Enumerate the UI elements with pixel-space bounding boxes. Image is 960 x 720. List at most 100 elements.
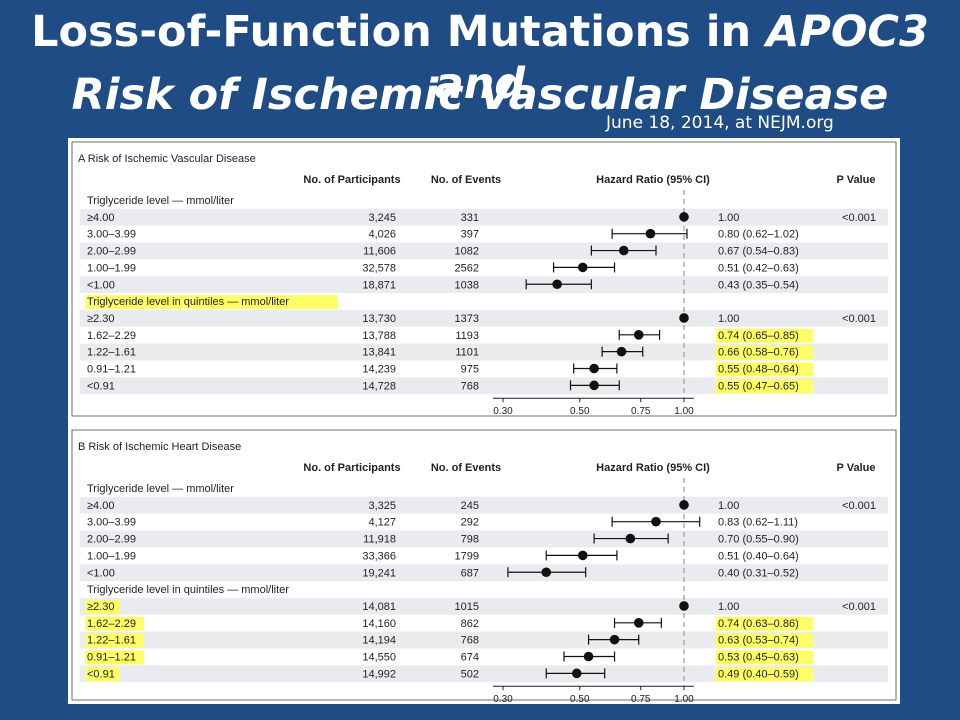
- row-events: 331: [461, 212, 479, 224]
- col-header-p-value: P Value: [837, 174, 876, 186]
- row-events: 292: [461, 517, 479, 529]
- row-participants: 14,160: [362, 618, 396, 630]
- point-estimate: [609, 634, 620, 645]
- row-stripe: [80, 276, 888, 294]
- row-hazard-ratio: 0.55 (0.48–0.64): [718, 364, 799, 376]
- row-hazard-ratio: 0.67 (0.54–0.83): [718, 246, 799, 258]
- x-tick-label: 1.00: [674, 694, 694, 705]
- point-estimate: [651, 516, 661, 527]
- row-stripe: [80, 242, 888, 260]
- row-category: 1.00–1.99: [87, 262, 136, 274]
- group-label: Triglyceride level in quintiles — mmol/l…: [87, 584, 289, 596]
- row-events: 1082: [455, 246, 479, 258]
- row-participants: 14,550: [362, 652, 396, 664]
- row-hazard-ratio: 1.00: [718, 500, 739, 512]
- row-hazard-ratio: 0.83 (0.62–1.11): [718, 517, 798, 529]
- row-category: 0.91–1.21: [87, 652, 136, 664]
- row-participants: 14,081: [362, 601, 396, 613]
- x-tick-label: 0.30: [493, 694, 513, 705]
- row-events: 768: [461, 635, 479, 647]
- row-p-value: <0.001: [842, 313, 876, 325]
- row-events: 1799: [455, 550, 479, 562]
- point-estimate: [679, 601, 689, 611]
- hazard-ratio-highlight: [716, 667, 813, 682]
- row-category: ≥2.30: [87, 601, 114, 613]
- row-events: 1038: [455, 279, 479, 291]
- hazard-ratio-highlight: [716, 345, 813, 360]
- category-highlight: [85, 667, 120, 682]
- slide-title-line1: Loss-of-Function Mutations in APOC3 and: [0, 6, 960, 110]
- row-participants: 4,127: [368, 517, 396, 529]
- source-citation: June 18, 2014, at NEJM.org: [606, 113, 834, 133]
- row-p-value: <0.001: [842, 500, 876, 512]
- row-participants: 13,730: [362, 313, 396, 325]
- x-tick-label: 0.30: [493, 406, 513, 417]
- row-category: 0.91–1.21: [87, 364, 136, 376]
- row-hazard-ratio: 0.80 (0.62–1.02): [718, 229, 799, 241]
- category-highlight: [85, 650, 144, 665]
- row-stripe: [80, 564, 888, 582]
- row-category: 1.22–1.61: [87, 347, 136, 359]
- category-highlight: [85, 616, 144, 631]
- row-category: 2.00–2.99: [87, 534, 136, 546]
- row-stripe: [80, 496, 888, 514]
- hazard-ratio-highlight: [716, 328, 813, 343]
- point-estimate: [618, 245, 629, 256]
- col-header-participants: No. of Participants: [303, 462, 400, 474]
- point-estimate: [571, 668, 582, 679]
- row-hazard-ratio: 0.74 (0.63–0.86): [718, 618, 799, 630]
- category-highlight: [85, 599, 120, 614]
- hazard-ratio-highlight: [716, 633, 813, 648]
- col-header-p-value: P Value: [837, 462, 876, 474]
- row-hazard-ratio: 0.55 (0.47–0.65): [718, 380, 799, 392]
- row-participants: 32,578: [362, 262, 396, 274]
- row-events: 798: [461, 534, 479, 546]
- point-estimate: [541, 567, 552, 578]
- row-category: 1.62–2.29: [87, 618, 136, 630]
- point-estimate: [633, 330, 644, 340]
- row-participants: 3,325: [368, 500, 396, 512]
- row-stripe: [80, 597, 888, 615]
- slide-title-line2: Risk of Ischemic Vascular Disease: [0, 69, 960, 121]
- row-participants: 14,992: [362, 668, 396, 680]
- row-hazard-ratio: 0.43 (0.35–0.54): [718, 279, 799, 291]
- row-events: 245: [461, 500, 479, 512]
- col-header-hazard-ratio: Hazard Ratio (95% CI): [596, 174, 710, 186]
- row-events: 1373: [455, 313, 479, 325]
- point-estimate: [616, 346, 627, 357]
- col-header-participants: No. of Participants: [303, 174, 400, 186]
- row-hazard-ratio: 0.66 (0.58–0.76): [718, 347, 799, 359]
- hazard-ratio-highlight: [716, 616, 813, 631]
- title-disease: Risk of Ischemic Vascular Disease: [71, 70, 889, 120]
- row-category: <0.91: [87, 668, 115, 680]
- row-events: 1193: [455, 330, 479, 342]
- row-events: 2562: [455, 262, 479, 274]
- row-stripe: [80, 309, 888, 327]
- row-category: ≥4.00: [87, 500, 114, 512]
- x-tick-label: 0.75: [631, 694, 651, 705]
- row-participants: 11,606: [363, 246, 396, 258]
- row-p-value: <0.001: [842, 601, 876, 613]
- x-tick-label: 0.50: [570, 406, 590, 417]
- hazard-ratio-highlight: [716, 650, 813, 665]
- row-participants: 19,241: [362, 567, 396, 579]
- row-events: 975: [461, 364, 479, 376]
- row-participants: 14,728: [362, 380, 396, 392]
- row-stripe: [80, 631, 888, 649]
- x-tick-label: 0.75: [631, 406, 651, 417]
- row-stripe: [80, 665, 888, 683]
- x-tick-label: 0.50: [570, 694, 590, 705]
- point-estimate: [589, 380, 599, 391]
- group-label-highlight: [85, 295, 338, 310]
- row-p-value: <0.001: [842, 212, 876, 224]
- row-category: 1.00–1.99: [87, 550, 136, 562]
- group-label: Triglyceride level in quintiles — mmol/l…: [87, 296, 289, 308]
- row-hazard-ratio: 0.49 (0.40–0.59): [718, 668, 799, 680]
- row-events: 768: [461, 380, 479, 392]
- row-stripe: [80, 530, 888, 548]
- row-category: 1.22–1.61: [87, 635, 136, 647]
- row-hazard-ratio: 1.00: [718, 212, 739, 224]
- row-participants: 33,366: [362, 550, 396, 562]
- row-stripe: [80, 208, 888, 226]
